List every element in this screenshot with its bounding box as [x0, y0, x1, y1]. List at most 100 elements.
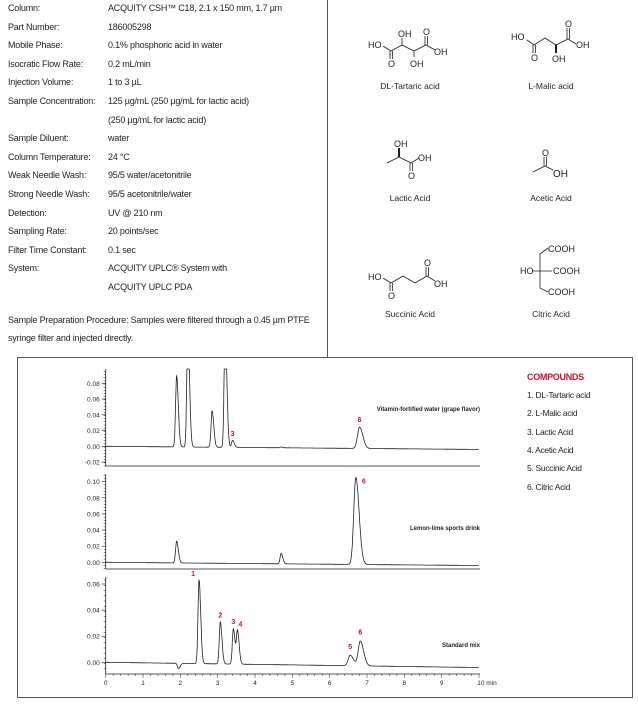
condition-label: Weak Needle Wash: — [8, 170, 87, 181]
atom: OH — [398, 29, 412, 39]
peak-label: 3 — [231, 431, 235, 438]
x-tick-label: 9 — [440, 680, 444, 687]
atom: HO — [368, 272, 382, 282]
structure-name: L-Malic acid — [528, 81, 574, 91]
legend-item: 2. L-Malic acid — [527, 408, 578, 419]
peak-label: 5 — [348, 644, 352, 651]
condition-label: Column: — [8, 3, 41, 13]
y-tick-label: 0.06 — [87, 397, 100, 404]
condition-value: ACQUITY UPLC PDA — [108, 282, 193, 292]
condition-value: water — [108, 133, 130, 144]
succinic-structure — [382, 267, 436, 291]
atom: COOH — [553, 266, 580, 276]
y-tick-label: 0.02 — [87, 544, 100, 551]
legend-item: 1. DL-Tartaric acid — [527, 390, 591, 400]
y-tick-label: 0.00 — [87, 660, 100, 667]
structure-name: Acetic Acid — [530, 193, 572, 203]
peak-label: 4 — [239, 622, 243, 629]
y-tick-label: 0.00 — [87, 560, 100, 567]
condition-value: 24 °C — [108, 151, 130, 162]
x-tick-label: 4 — [253, 680, 257, 687]
condition-label: Sampling Rate: — [8, 226, 67, 237]
structure-name: Lactic Acid — [390, 193, 431, 203]
y-tick-label: 0.02 — [87, 428, 100, 435]
malic-structure — [526, 28, 577, 53]
chromatogram-trace — [105, 368, 479, 450]
x-tick-label: 10 min — [477, 680, 497, 687]
condition-value: 20 points/sec — [108, 226, 159, 237]
condition-value: 186005298 — [108, 21, 152, 32]
peak-label: 1 — [191, 571, 195, 578]
tartaric-structure — [382, 36, 436, 59]
atom: O — [388, 291, 395, 301]
legend-item: 6. Citric Acid — [527, 481, 571, 492]
y-tick-label: 0.10 — [87, 479, 100, 486]
condition-value: 0.1 sec — [108, 244, 136, 255]
y-tick-label: 0.06 — [87, 582, 100, 589]
y-tick-label: 0.08 — [87, 495, 100, 502]
condition-label: Isocratic Flow Rate: — [8, 58, 84, 69]
atom: O — [388, 59, 395, 69]
atom: HO — [511, 32, 525, 42]
y-tick-label: -0.02 — [85, 460, 100, 467]
atom: O — [423, 27, 430, 37]
condition-value: ACQUITY UPLC® System with — [108, 263, 227, 274]
y-tick-label: 0.04 — [87, 412, 100, 419]
acetic-structure — [532, 157, 554, 173]
condition-label: Strong Needle Wash: — [8, 189, 90, 199]
atom: O — [408, 171, 415, 181]
condition-value: 1 to 3 µL — [108, 77, 142, 88]
y-tick-label: 0.04 — [87, 528, 100, 535]
atom: O — [531, 53, 538, 63]
atom: HO — [368, 40, 382, 50]
x-tick-label: 3 — [216, 680, 220, 687]
atom: OH — [434, 279, 448, 289]
trace-title: Vitamin-fortified water (grape flavor) — [377, 407, 480, 413]
x-tick-label: 7 — [365, 680, 369, 687]
x-tick-label: 1 — [141, 680, 145, 687]
atom: OH — [418, 153, 432, 163]
y-tick-label: 0.04 — [87, 608, 100, 615]
condition-value: (250 µg/mL for lactic acid) — [108, 114, 206, 125]
structure-name: Succinic Acid — [385, 309, 435, 319]
trace-title: Standard mix — [442, 643, 481, 649]
atom: O — [565, 19, 572, 29]
atom: OH — [394, 139, 408, 149]
legend-title: COMPOUNDS — [527, 372, 584, 382]
condition-label: Mobile Phase: — [8, 40, 63, 51]
condition-value: 95/5 water/acetonitrile — [108, 170, 192, 181]
atom: COOH — [548, 287, 575, 297]
structure-name: DL-Tartaric acid — [380, 81, 440, 91]
condition-label: Filter Time Constant: — [8, 244, 87, 255]
legend-item: 5. Succinic Acid — [527, 463, 582, 474]
condition-value: 125 µg/mL (250 µg/mL for lactic acid) — [108, 96, 249, 106]
x-tick-label: 6 — [328, 680, 332, 687]
atom: OH — [410, 59, 424, 69]
condition-value: 95/5 acetonitrile/water — [108, 189, 192, 199]
condition-label: Sample Concentration: — [8, 96, 96, 106]
atom: COOH — [548, 244, 575, 254]
condition-label: Detection: — [8, 207, 47, 218]
atom: O — [542, 148, 549, 158]
structure-name: Citric Acid — [532, 309, 570, 319]
condition-value: UV @ 210 nm — [108, 207, 163, 218]
atom: O — [424, 258, 431, 268]
condition-value: 0.2 mL/min — [108, 58, 151, 69]
peak-label: 6 — [358, 417, 362, 424]
legend-item: 4. Acetic Acid — [527, 444, 574, 455]
chromatogram-trace — [105, 578, 479, 669]
condition-label: Part Number: — [8, 21, 60, 32]
condition-value: 0.1% phosphoric acid in water — [108, 40, 223, 51]
peak-label: 3 — [231, 619, 235, 626]
atom: OH — [576, 40, 590, 50]
y-tick-label: 0.02 — [87, 634, 100, 641]
x-tick-label: 2 — [179, 680, 183, 687]
structures: HO OH O OH O OH DL-Tartaric acid HO O OH… — [368, 19, 590, 319]
chromatogram-trace — [105, 476, 479, 566]
x-tick-label: 0 — [104, 680, 108, 687]
citric-structure — [532, 247, 552, 293]
y-tick-label: 0.06 — [87, 511, 100, 518]
sample-prep-text: Sample Preparation Procedure: Samples we… — [8, 315, 310, 343]
